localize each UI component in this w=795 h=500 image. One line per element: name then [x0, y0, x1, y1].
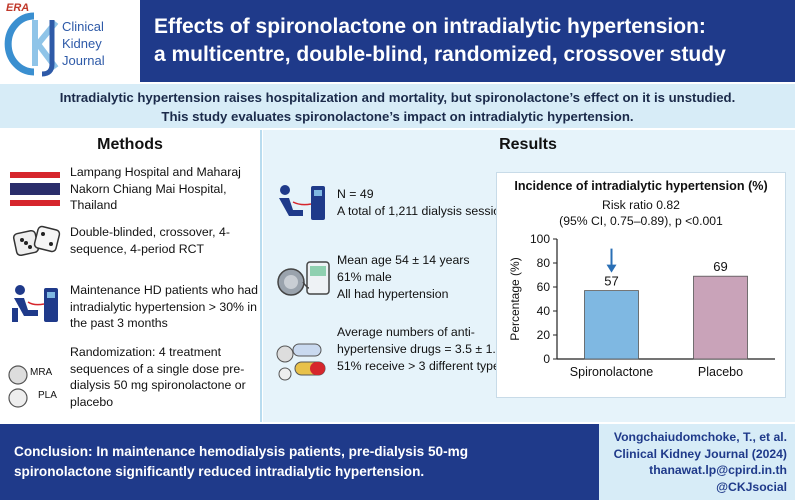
- era-logo-text: ERA: [6, 2, 30, 14]
- y-axis-label: Percentage (%): [508, 257, 522, 340]
- y-tick-label: 60: [537, 280, 551, 294]
- method-item-design: Double-blinded, crossover, 4-sequence, 4…: [70, 225, 230, 256]
- page-title-line1: Effects of spironolactone on intradialyt…: [154, 15, 706, 38]
- logo-journal-name: Clinical Kidney Journal: [62, 18, 105, 69]
- blood-pressure-monitor-icon: [277, 261, 330, 296]
- thailand-flag-icon: [10, 172, 60, 206]
- intro-line2: This study evaluates spironolactone’s im…: [161, 109, 634, 124]
- y-tick-label: 100: [530, 232, 550, 246]
- journal-logo: ERA Clinical Kidney Journal: [0, 0, 140, 82]
- conclusion-line2: spironolactone significantly reduced int…: [14, 464, 425, 479]
- citation-box: Vongchaiudomchoke, T., et al. Clinical K…: [599, 424, 795, 500]
- chart-title: Incidence of intradialytic hypertension …: [514, 179, 768, 193]
- bar-value-label: 69: [713, 259, 727, 274]
- down-arrow-head-icon: [606, 264, 617, 273]
- pill-label-mra: MRA: [30, 367, 53, 378]
- dialysis-machine-icon: [279, 185, 325, 220]
- dice-icon: [12, 225, 61, 257]
- logo-line: Journal: [62, 53, 105, 68]
- chart-subtitle-line2: (95% CI, 0.75–0.89), p <0.001: [559, 214, 723, 228]
- result-item-sample: N = 49 A total of 1,211 dialysis session…: [337, 186, 537, 220]
- footer: Conclusion: In maintenance hemodialysis …: [0, 424, 795, 500]
- intro-line1: Intradialytic hypertension raises hospit…: [59, 90, 736, 105]
- intro-band: Intradialytic hypertension raises hospit…: [0, 84, 795, 128]
- result-line: 51% receive > 3 different types: [337, 359, 506, 373]
- chart-subtitle-line1: Risk ratio 0.82: [602, 198, 680, 212]
- result-item-demographics: Mean age 54 ± 14 years 61% male All had …: [337, 252, 537, 303]
- pill-label-pla: PLA: [38, 390, 57, 401]
- title-banner: Effects of spironolactone on intradialyt…: [140, 0, 795, 82]
- y-tick-label: 80: [537, 256, 551, 270]
- logo-line: Clinical: [62, 19, 104, 34]
- results-title: Results: [499, 136, 557, 153]
- results-panel: Results N = 49 A total of 1,211 dialysis…: [263, 130, 795, 422]
- methods-panel: Methods Lampang Hospital and Maharaj Nak…: [0, 130, 262, 422]
- method-item-randomization: Randomization: 4 treatment sequences of …: [70, 345, 246, 409]
- method-item-location: Lampang Hospital and Maharaj Nakorn Chia…: [70, 165, 241, 212]
- conclusion-text: Conclusion: In maintenance hemodialysis …: [14, 442, 574, 482]
- logo-line: Kidney: [62, 36, 102, 51]
- chart-subtitle: Risk ratio 0.82 (95% CI, 0.75–0.89), p <…: [497, 197, 785, 229]
- bar-chart-svg: 0 20 40 60 80 100 Percentage (%) 57 Spironolacto…: [508, 232, 775, 379]
- dialysis-patient-icon: [12, 285, 58, 322]
- result-item-medications: Average numbers of anti- hypertensive dr…: [337, 324, 537, 375]
- result-line: N = 49: [337, 187, 374, 201]
- pill-icon: [8, 365, 28, 408]
- citation-journal: Clinical Kidney Journal (2024): [613, 446, 787, 461]
- bar-value-label: 57: [604, 274, 618, 289]
- citation-email[interactable]: thanawat.lp@cpird.in.th: [649, 463, 787, 477]
- ckj-logo-icon: [4, 12, 59, 77]
- result-line: A total of 1,211 dialysis sessions: [337, 204, 514, 218]
- y-tick-label: 20: [537, 328, 551, 342]
- methods-title: Methods: [97, 136, 163, 153]
- citation-authors: Vongchaiudomchoke, T., et al.: [613, 430, 787, 444]
- y-tick-label: 40: [537, 304, 551, 318]
- result-line: All had hypertension: [337, 287, 449, 301]
- incidence-chart: Incidence of intradialytic hypertension …: [496, 172, 786, 398]
- method-item-population: Maintenance HD patients who had intradia…: [70, 283, 258, 330]
- bar: [693, 275, 748, 360]
- medications-icon: [276, 343, 326, 381]
- result-line: 61% male: [337, 270, 392, 284]
- conclusion-line1: Conclusion: In maintenance hemodialysis …: [14, 444, 468, 459]
- header: ERA Clinical Kidney Journal Effects of s…: [0, 0, 795, 82]
- category-label: Placebo: [698, 365, 743, 379]
- y-tick-label: 0: [543, 352, 550, 366]
- category-label: Spironolactone: [570, 365, 653, 379]
- citation-social[interactable]: @CKJsocial: [716, 479, 787, 494]
- result-line: Average numbers of anti-: [337, 325, 475, 339]
- page-title-line2: a multicentre, double-blind, randomized,…: [154, 43, 726, 66]
- result-line: hypertensive drugs = 3.5 ± 1.4: [337, 342, 503, 356]
- result-line: Mean age 54 ± 14 years: [337, 253, 470, 267]
- bar: [584, 290, 639, 360]
